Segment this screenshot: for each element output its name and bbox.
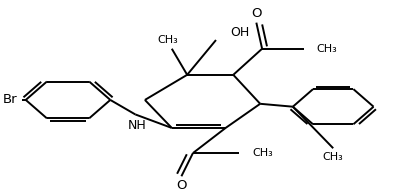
Text: CH₃: CH₃ <box>323 152 343 162</box>
Text: O: O <box>176 179 187 192</box>
Text: CH₃: CH₃ <box>252 148 273 158</box>
Text: O: O <box>251 7 261 20</box>
Text: Br: Br <box>2 93 17 106</box>
Text: CH₃: CH₃ <box>158 35 178 45</box>
Text: NH: NH <box>128 119 146 132</box>
Text: CH₃: CH₃ <box>317 44 338 54</box>
Text: OH: OH <box>230 26 250 39</box>
